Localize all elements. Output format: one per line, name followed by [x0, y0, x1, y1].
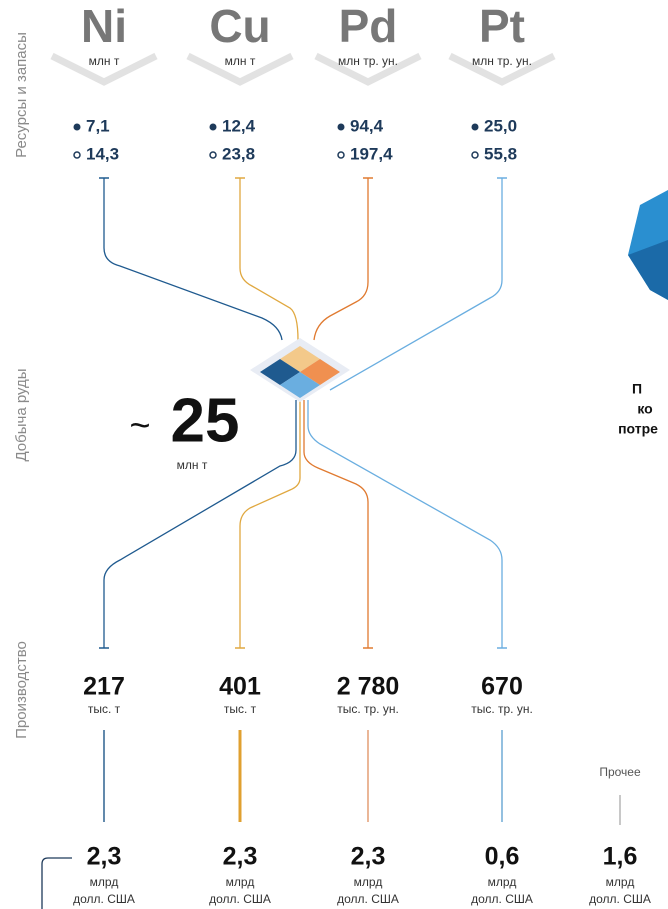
bullet-hollow — [210, 152, 216, 158]
side-label: Ресурсы и запасы — [13, 32, 30, 158]
revenue: 2,3 — [223, 843, 258, 871]
bracket — [42, 858, 72, 909]
infographic: Ресурсы и запасы Добыча руды Производств… — [0, 0, 668, 909]
ore-value: 25 — [171, 386, 240, 455]
side-label: Добыча руды — [13, 368, 30, 461]
other-revenue-unit: долл. США — [589, 892, 651, 906]
revenue: 2,3 — [87, 843, 122, 871]
production-unit: тыс. тр. ун. — [337, 702, 399, 716]
metal-unit: млн тр. ун. — [472, 54, 532, 68]
flow-lines — [42, 178, 620, 909]
metal-unit: млн тр. ун. — [338, 54, 398, 68]
revenue-unit: млрд — [226, 875, 255, 889]
metal-unit: млн т — [89, 54, 120, 68]
ore-unit: млн т — [177, 458, 208, 472]
metal-unit: млн т — [225, 54, 256, 68]
metal-symbol: Ni — [81, 0, 127, 52]
production-unit: тыс. т — [88, 702, 121, 716]
reserves: 23,8 — [222, 144, 255, 163]
revenue-unit: долл. США — [337, 892, 399, 906]
other-revenue: 1,6 — [603, 843, 638, 871]
production: 217 — [83, 673, 125, 701]
revenue: 0,6 — [485, 843, 520, 871]
cube — [628, 190, 668, 300]
other-revenue-unit: млрд — [606, 875, 635, 889]
ore-prefix: ~ — [129, 405, 150, 446]
reserves: 14,3 — [86, 144, 119, 163]
revenue-lines — [104, 730, 502, 822]
resources: 94,4 — [350, 116, 384, 135]
resources: 7,1 — [86, 116, 110, 135]
reserves: 197,4 — [350, 144, 393, 163]
resources: 12,4 — [222, 116, 256, 135]
revenue-unit: млрд — [354, 875, 383, 889]
reserves: 55,8 — [484, 144, 517, 163]
metal-symbol: Pt — [479, 0, 525, 52]
production-unit: тыс. т — [224, 702, 257, 716]
resources: 25,0 — [484, 116, 517, 135]
metal-symbol: Cu — [209, 0, 270, 52]
revenue-unit: долл. США — [73, 892, 135, 906]
other-label: Прочее — [599, 765, 641, 779]
bullet — [210, 124, 217, 131]
cu-flow — [240, 400, 300, 648]
bullet — [338, 124, 345, 131]
cutoff-text: П — [632, 381, 642, 397]
revenue-unit: долл. США — [471, 892, 533, 906]
revenue-unit: долл. США — [209, 892, 271, 906]
revenue-unit: млрд — [488, 875, 517, 889]
side-label: Производство — [13, 641, 30, 739]
cutoff-text: ко — [637, 401, 652, 417]
bullet-hollow — [338, 152, 344, 158]
bullet-hollow — [74, 152, 80, 158]
bullet — [74, 124, 81, 131]
production: 670 — [481, 673, 523, 701]
bullet — [472, 124, 479, 131]
pd-flow — [304, 400, 368, 648]
pd-flow — [314, 178, 368, 340]
ore-diamond — [250, 338, 350, 402]
pt-flow — [308, 400, 502, 648]
pt-flow — [330, 178, 502, 390]
production-unit: тыс. тр. ун. — [471, 702, 533, 716]
bullet-hollow — [472, 152, 478, 158]
cu-flow — [240, 178, 298, 340]
ni-flow — [104, 178, 282, 340]
production: 401 — [219, 673, 261, 701]
revenue: 2,3 — [351, 843, 386, 871]
production: 2 780 — [337, 673, 400, 701]
metal-symbol: Pd — [339, 0, 398, 52]
cutoff-text: потре — [618, 421, 658, 437]
revenue-unit: млрд — [90, 875, 119, 889]
